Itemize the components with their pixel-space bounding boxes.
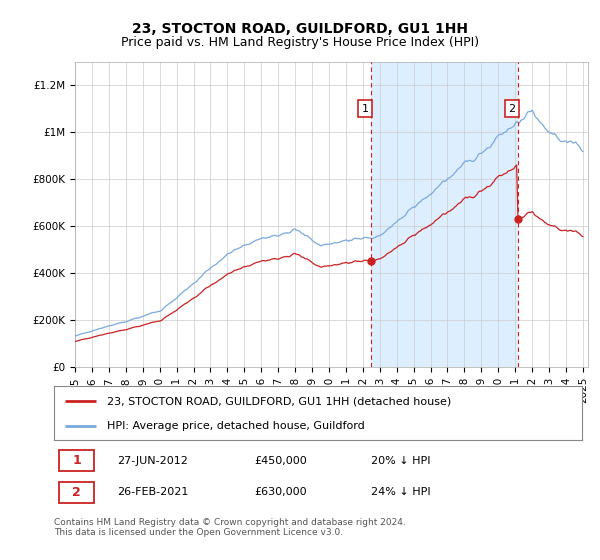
Text: 27-JUN-2012: 27-JUN-2012 — [118, 456, 188, 466]
FancyBboxPatch shape — [59, 482, 94, 503]
Text: 2: 2 — [508, 104, 515, 114]
Text: 1: 1 — [72, 454, 81, 467]
Text: Contains HM Land Registry data © Crown copyright and database right 2024.
This d: Contains HM Land Registry data © Crown c… — [54, 518, 406, 538]
Text: 2: 2 — [72, 486, 81, 499]
Text: £630,000: £630,000 — [254, 487, 307, 497]
Text: Price paid vs. HM Land Registry's House Price Index (HPI): Price paid vs. HM Land Registry's House … — [121, 36, 479, 49]
Text: 1: 1 — [362, 104, 369, 114]
FancyBboxPatch shape — [59, 450, 94, 472]
Text: 24% ↓ HPI: 24% ↓ HPI — [371, 487, 430, 497]
Bar — [371, 62, 518, 367]
Text: 26-FEB-2021: 26-FEB-2021 — [118, 487, 189, 497]
Text: 23, STOCTON ROAD, GUILDFORD, GU1 1HH: 23, STOCTON ROAD, GUILDFORD, GU1 1HH — [132, 22, 468, 36]
Text: 23, STOCTON ROAD, GUILDFORD, GU1 1HH (detached house): 23, STOCTON ROAD, GUILDFORD, GU1 1HH (de… — [107, 396, 451, 407]
Text: 20% ↓ HPI: 20% ↓ HPI — [371, 456, 430, 466]
Text: £450,000: £450,000 — [254, 456, 307, 466]
Text: HPI: Average price, detached house, Guildford: HPI: Average price, detached house, Guil… — [107, 421, 365, 431]
